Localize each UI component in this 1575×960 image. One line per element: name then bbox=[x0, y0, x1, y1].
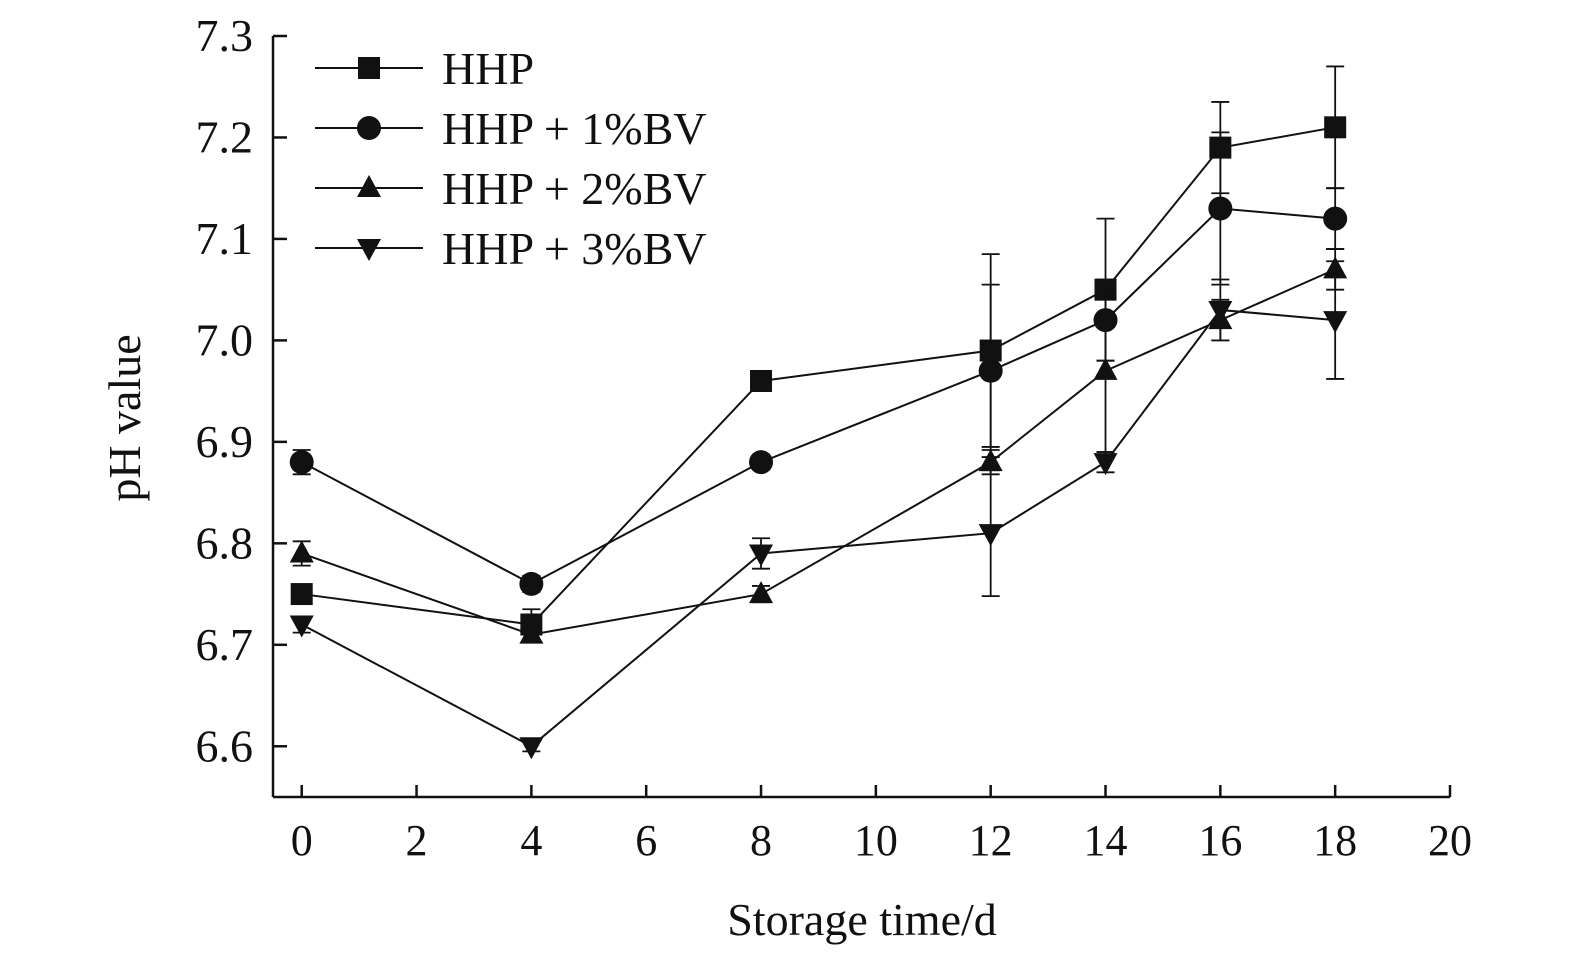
data-point bbox=[749, 544, 774, 567]
data-point bbox=[978, 358, 1003, 383]
x-axis-label: Storage time/d bbox=[727, 894, 997, 945]
x-tick-label: 14 bbox=[1084, 816, 1128, 865]
data-point bbox=[289, 450, 314, 475]
y-tick-label: 6.6 bbox=[196, 720, 254, 771]
y-tick-label: 7.1 bbox=[196, 213, 254, 264]
axes-layer: 6.6 6.7 6.8 6.9 7.0 7.1 7.2 7.3 0 2 4 6 8 10 12 14 16 18 2… bbox=[196, 10, 1473, 865]
x-tick-label: 12 bbox=[969, 816, 1013, 865]
legend-marker bbox=[357, 175, 381, 197]
x-tick-label: 16 bbox=[1198, 816, 1242, 865]
series-triangle-up bbox=[289, 248, 1348, 644]
legend-entry: HHP + 2%BV bbox=[315, 163, 706, 214]
data-point bbox=[289, 615, 314, 638]
x-tick-label: 6 bbox=[635, 816, 657, 865]
data-point bbox=[1324, 116, 1347, 139]
legend-entry: HHP + 1%BV bbox=[315, 103, 706, 154]
data-point bbox=[1208, 196, 1233, 221]
y-tick-label: 7.0 bbox=[196, 314, 254, 365]
legend-marker bbox=[357, 116, 381, 140]
x-tick-label: 2 bbox=[406, 816, 428, 865]
x-tick-label: 18 bbox=[1313, 816, 1357, 865]
y-tick-label: 7.3 bbox=[196, 10, 254, 61]
series-line bbox=[301, 268, 1336, 636]
data-point bbox=[289, 540, 314, 563]
legend-marker bbox=[358, 57, 380, 79]
legend-marker bbox=[357, 239, 381, 261]
data-point bbox=[519, 571, 544, 596]
data-point bbox=[519, 737, 544, 760]
series-line bbox=[301, 308, 1336, 748]
data-point bbox=[290, 583, 313, 606]
data-point bbox=[1093, 453, 1118, 476]
data-point bbox=[750, 369, 773, 392]
y-tick-label: 6.7 bbox=[196, 619, 254, 670]
data-point bbox=[519, 621, 544, 644]
data-point bbox=[978, 524, 1003, 547]
x-tick-label: 8 bbox=[750, 816, 772, 865]
legend-label: HHP + 1%BV bbox=[442, 103, 706, 154]
data-point bbox=[1323, 206, 1348, 231]
series-triangle-down bbox=[289, 260, 1348, 760]
data-point bbox=[978, 449, 1003, 472]
data-point bbox=[1208, 300, 1233, 323]
data-point bbox=[749, 581, 774, 604]
x-tick-label: 20 bbox=[1428, 816, 1472, 865]
data-point bbox=[1093, 357, 1118, 380]
x-tick-label: 4 bbox=[520, 816, 542, 865]
y-tick-label: 6.9 bbox=[196, 416, 254, 467]
legend-label: HHP bbox=[442, 43, 534, 94]
legend: HHP HHP + 1%BV HHP + 2%BV HHP + 3%BV bbox=[315, 43, 706, 274]
legend-label: HHP + 2%BV bbox=[442, 163, 706, 214]
x-tick-label: 0 bbox=[291, 816, 313, 865]
data-point bbox=[1323, 311, 1348, 334]
legend-entry: HHP + 3%BV bbox=[315, 223, 706, 274]
legend-entry: HHP bbox=[315, 43, 534, 94]
y-tick-label: 7.2 bbox=[196, 111, 254, 162]
y-tick-label: 6.8 bbox=[196, 517, 254, 568]
x-tick-label: 10 bbox=[854, 816, 898, 865]
y-axis-label: pH value bbox=[99, 334, 150, 501]
series-layer bbox=[289, 65, 1348, 760]
data-point bbox=[749, 450, 774, 475]
legend-label: HHP + 3%BV bbox=[442, 223, 706, 274]
